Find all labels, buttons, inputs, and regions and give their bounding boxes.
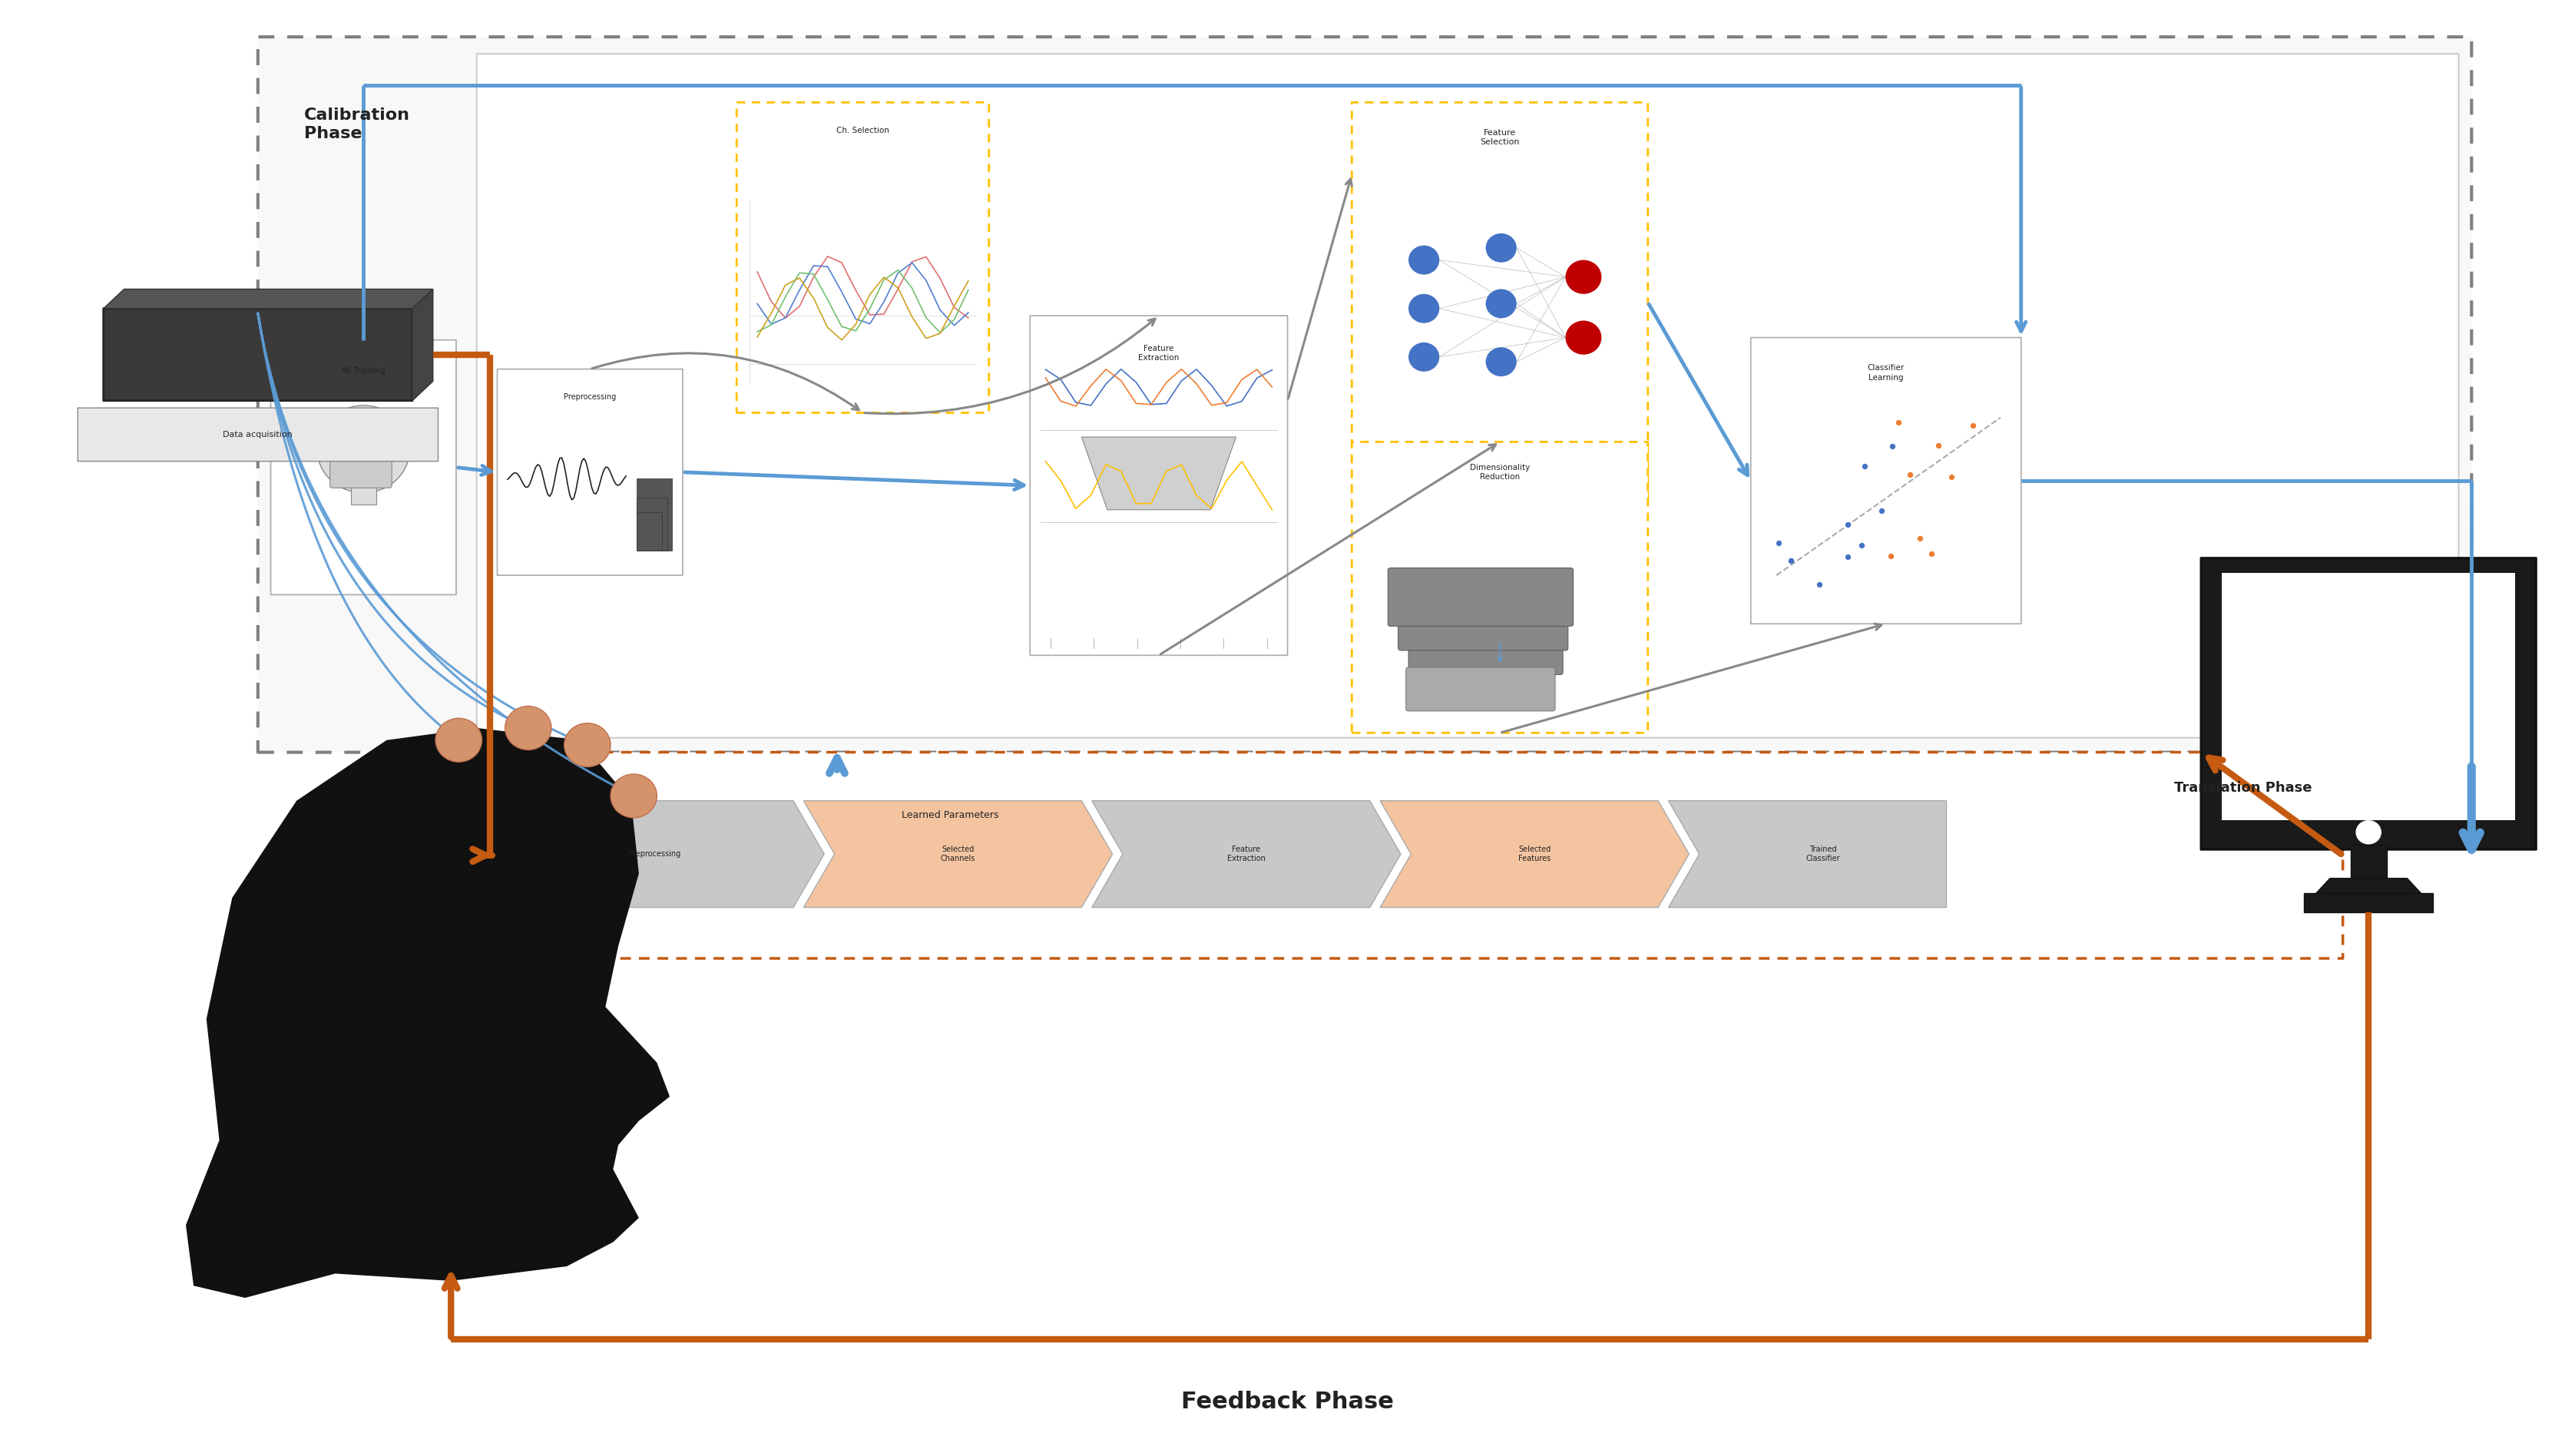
- Text: Selected
Features: Selected Features: [1519, 846, 1550, 863]
- FancyBboxPatch shape: [489, 753, 2343, 958]
- Polygon shape: [412, 290, 433, 400]
- FancyBboxPatch shape: [1751, 338, 2021, 623]
- Polygon shape: [185, 728, 670, 1297]
- Text: Calibration
Phase: Calibration Phase: [304, 108, 409, 141]
- Polygon shape: [1380, 801, 1689, 907]
- Text: Feature
Extraction: Feature Extraction: [1138, 345, 1179, 363]
- Circle shape: [1486, 233, 1517, 262]
- Text: Feature
Extraction: Feature Extraction: [1228, 846, 1264, 863]
- Circle shape: [2356, 820, 2382, 844]
- Text: MI Training: MI Training: [342, 367, 386, 374]
- Circle shape: [505, 706, 551, 750]
- Circle shape: [1409, 294, 1439, 323]
- FancyBboxPatch shape: [476, 54, 2459, 738]
- Point: [1772, 549, 1813, 572]
- Text: Data acquisition: Data acquisition: [224, 431, 294, 438]
- Point: [1911, 542, 1952, 565]
- Bar: [2305, 893, 2433, 913]
- Text: Ch. Selection: Ch. Selection: [837, 127, 888, 134]
- Text: Classifier
Learning: Classifier Learning: [1867, 364, 1905, 381]
- Point: [1952, 414, 1993, 437]
- Text: Feedback Phase: Feedback Phase: [1182, 1390, 1393, 1414]
- Circle shape: [610, 775, 657, 818]
- Circle shape: [1486, 290, 1517, 319]
- FancyBboxPatch shape: [1388, 568, 1573, 626]
- FancyBboxPatch shape: [1030, 316, 1288, 655]
- FancyBboxPatch shape: [330, 448, 391, 488]
- Point: [1869, 545, 1911, 568]
- Text: Dimensionality
Reduction: Dimensionality Reduction: [1470, 463, 1530, 480]
- Point: [1797, 572, 1839, 596]
- Bar: [636, 513, 662, 550]
- Point: [1931, 466, 1972, 489]
- FancyBboxPatch shape: [1398, 593, 1568, 651]
- FancyBboxPatch shape: [77, 408, 438, 462]
- Point: [1877, 411, 1918, 434]
- Text: Trained
Classifier: Trained Classifier: [1805, 846, 1841, 863]
- Point: [1759, 531, 1800, 555]
- Bar: [350, 476, 376, 505]
- Bar: [2351, 844, 2387, 878]
- Point: [1828, 545, 1869, 568]
- Point: [1772, 549, 1813, 572]
- FancyBboxPatch shape: [1406, 667, 1555, 711]
- Point: [1890, 463, 1931, 486]
- Polygon shape: [1092, 801, 1401, 907]
- Circle shape: [317, 405, 409, 492]
- Point: [1844, 454, 1885, 478]
- FancyBboxPatch shape: [103, 309, 412, 400]
- Point: [1841, 533, 1882, 556]
- Point: [1828, 513, 1869, 536]
- Circle shape: [1409, 342, 1439, 371]
- Circle shape: [564, 724, 610, 767]
- Polygon shape: [2312, 878, 2426, 898]
- Circle shape: [435, 718, 482, 761]
- Bar: [636, 498, 667, 550]
- FancyBboxPatch shape: [1352, 102, 1648, 502]
- Text: Preprocessing: Preprocessing: [564, 393, 615, 400]
- Circle shape: [1486, 348, 1517, 377]
- Point: [1918, 434, 1960, 457]
- FancyBboxPatch shape: [258, 36, 2472, 753]
- Point: [1900, 527, 1942, 550]
- Circle shape: [1566, 261, 1602, 294]
- Bar: [636, 478, 672, 550]
- FancyBboxPatch shape: [497, 368, 682, 575]
- FancyBboxPatch shape: [2202, 558, 2536, 849]
- Polygon shape: [515, 801, 824, 907]
- Polygon shape: [1669, 801, 1947, 907]
- Bar: [2222, 572, 2516, 820]
- Point: [1862, 499, 1903, 523]
- Text: Translation Phase: Translation Phase: [2173, 782, 2312, 795]
- Bar: [355, 437, 368, 451]
- FancyBboxPatch shape: [1352, 441, 1648, 732]
- Polygon shape: [103, 290, 433, 309]
- Point: [1872, 434, 1913, 457]
- Polygon shape: [1082, 437, 1236, 510]
- Circle shape: [1566, 320, 1602, 355]
- FancyBboxPatch shape: [270, 339, 456, 594]
- Circle shape: [1409, 246, 1439, 275]
- Bar: [337, 437, 350, 451]
- Text: Feature
Selection: Feature Selection: [1481, 130, 1519, 146]
- Text: Selected
Channels: Selected Channels: [940, 846, 976, 863]
- Text: Learned Parameters: Learned Parameters: [901, 811, 999, 820]
- Polygon shape: [803, 801, 1112, 907]
- FancyBboxPatch shape: [1409, 616, 1563, 674]
- Text: Preprocessing: Preprocessing: [628, 850, 680, 858]
- FancyBboxPatch shape: [736, 102, 989, 414]
- Bar: [373, 437, 386, 451]
